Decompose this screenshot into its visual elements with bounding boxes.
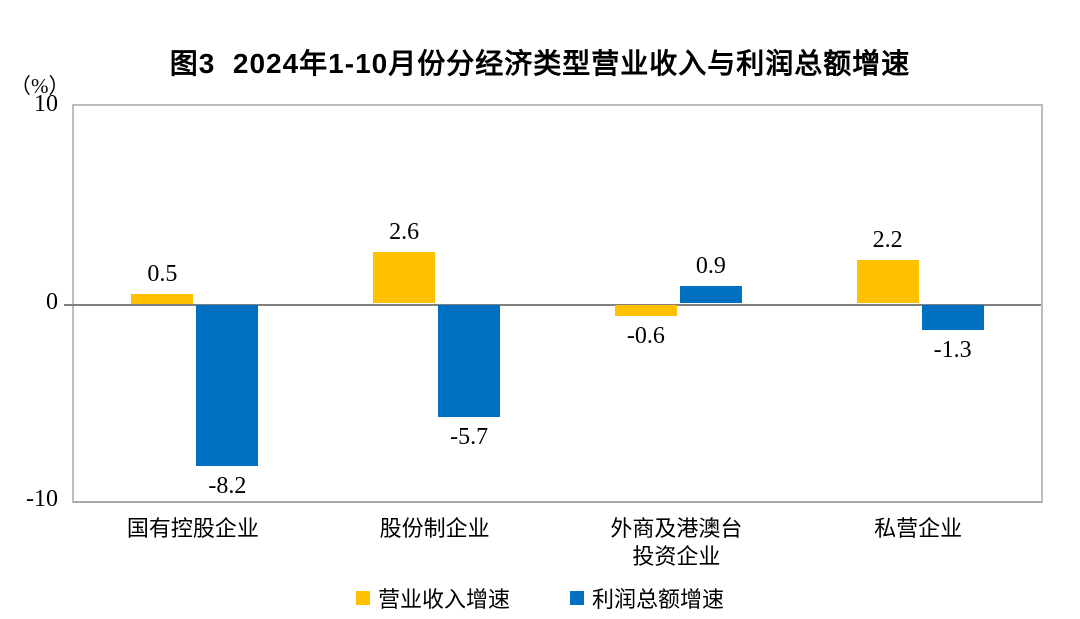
revenue-growth-swatch-icon (355, 591, 370, 605)
y-axis-tick-label: -10 (26, 486, 58, 512)
bar-series0-cat0 (131, 293, 194, 304)
bar-series0-cat3 (856, 260, 919, 304)
bar-series0-cat2 (614, 304, 677, 317)
legend-item-profit-growth: 利润总额增速 (570, 582, 724, 614)
bar-series1-cat0 (196, 304, 259, 467)
profit-growth-swatch-icon (570, 591, 584, 605)
bar-series1-cat2 (679, 285, 742, 304)
bar-value-label: 2.2 (872, 227, 903, 254)
y-axis-unit-label: （%） (10, 74, 70, 98)
bar-value-label: 2.6 (389, 219, 420, 246)
chart-title: 图3 2024年1-10月份分经济类型营业收入与利润总额增速 (169, 48, 911, 79)
bar-value-label: 0.9 (695, 252, 726, 279)
y-axis-tick-label: 0 (46, 288, 58, 315)
legend-label-revenue-growth: 营业收入增速 (377, 587, 510, 612)
bar-series1-cat3 (921, 304, 984, 331)
bar-series1-cat1 (438, 304, 501, 418)
x-axis-label: 股份制企业 (379, 516, 490, 541)
plot-area: 0.5 2.6 -0.6 2.2 -8.2 -5.7 0.9 -1.3 (64, 104, 1043, 503)
zero-axis-line (64, 303, 1041, 306)
x-axis-label: 私营企业 (874, 516, 963, 541)
bar-value-label: -1.3 (933, 337, 972, 364)
legend-item-revenue-growth: 营业收入增速 (355, 582, 510, 614)
x-axis-label: 外商及港澳台 投资企业 (610, 516, 743, 569)
x-axis-label: 国有控股企业 (126, 516, 259, 541)
legend-label-profit-growth: 利润总额增速 (592, 587, 725, 612)
bar-value-label: -8.2 (208, 473, 247, 500)
legend: 营业收入增速 利润总额增速 (0, 582, 1080, 614)
bar-value-label: 0.5 (147, 260, 178, 287)
bar-series0-cat1 (373, 252, 436, 304)
bar-value-label: -5.7 (450, 424, 489, 451)
bar-value-label: -0.6 (626, 323, 665, 350)
y-axis-tick-label: 10 (34, 91, 58, 117)
